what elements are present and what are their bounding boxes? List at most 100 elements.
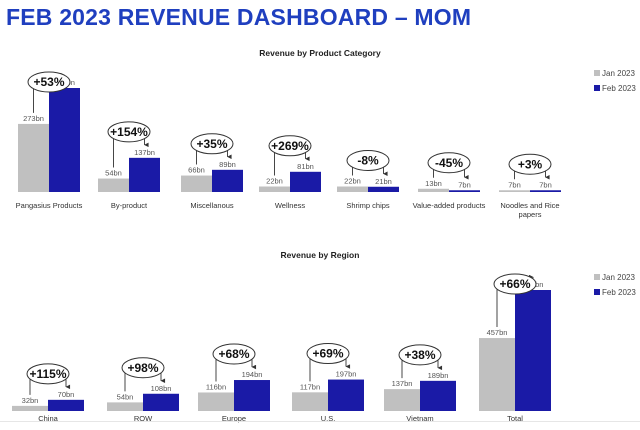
growth-label-1-5: +66%	[499, 277, 530, 291]
page-title: FEB 2023 REVENUE DASHBOARD – MOM	[6, 4, 472, 30]
category-label-0-2: Miscellanous	[190, 201, 234, 210]
legend-label-1-0: Jan 2023	[602, 273, 635, 282]
category-label-0-5: Value-added products	[413, 201, 486, 210]
growth-bubble-0-4	[346, 150, 390, 172]
bar-feb-0-2	[212, 169, 243, 192]
growth-label-0-3: +269%	[271, 139, 309, 153]
bar-jan-0-0	[18, 123, 49, 192]
growth-bubble-1-2	[212, 343, 256, 365]
data-label-feb-1-0: 70bn	[58, 390, 75, 399]
data-label-feb-1-2: 194bn	[242, 370, 263, 379]
bar-jan-0-5	[418, 188, 449, 192]
bar-jan-1-1	[107, 402, 143, 411]
bar-feb-1-4	[420, 380, 456, 411]
growth-label-1-3: +69%	[312, 347, 343, 361]
category-label-0-0: Pangasius Products	[16, 201, 83, 210]
bar-feb-0-6	[530, 190, 561, 192]
growth-bubble-0-6	[508, 153, 552, 175]
legend-label-1-1: Feb 2023	[602, 288, 636, 297]
growth-label-0-1: +154%	[110, 125, 148, 139]
growth-bubble-1-0	[26, 363, 70, 385]
category-label-0-4: Shrimp chips	[346, 201, 390, 210]
category-label-0-6: Noodles and Rice papers	[500, 201, 559, 219]
category-label-1-4: Vietnam	[406, 414, 433, 423]
bar-jan-1-4	[384, 389, 420, 411]
category-label-0-1: By-product	[111, 201, 148, 210]
bar-feb-0-3	[290, 171, 321, 192]
data-label-jan-0-4: 22bn	[344, 177, 361, 186]
data-label-jan-1-0: 32bn	[22, 396, 39, 405]
data-label-jan-0-5: 13bn	[425, 179, 442, 188]
data-label-jan-0-0: 273bn	[23, 114, 44, 123]
growth-label-1-1: +98%	[127, 361, 158, 375]
growth-bubble-0-2	[190, 133, 234, 155]
data-label-feb-0-1: 137bn	[134, 148, 155, 157]
data-label-feb-0-4: 21bn	[375, 177, 392, 186]
data-label-feb-1-4: 189bn	[428, 371, 449, 380]
chart-title-0: Revenue by Product Category	[259, 48, 381, 58]
bar-feb-1-2	[234, 380, 270, 411]
data-label-jan-1-5: 457bn	[487, 328, 508, 337]
bottom-divider	[0, 421, 640, 422]
growth-label-0-6: +3%	[518, 157, 543, 171]
bar-feb-0-5	[449, 190, 480, 192]
data-label-jan-0-2: 66bn	[188, 166, 205, 175]
bar-feb-1-1	[143, 393, 179, 411]
growth-bubble-1-5	[493, 273, 537, 295]
legend-swatch-1-0	[594, 274, 600, 280]
legend-swatch-0-1	[594, 85, 600, 91]
legend-label-0-0: Jan 2023	[602, 69, 635, 78]
growth-label-1-2: +68%	[218, 347, 249, 361]
data-label-jan-1-3: 117bn	[300, 382, 320, 391]
legend-swatch-1-1	[594, 289, 600, 295]
data-label-feb-0-6: 7bn	[539, 180, 552, 189]
bar-feb-0-1	[129, 157, 160, 192]
growth-bubble-0-5	[427, 152, 471, 174]
data-label-feb-1-3: 197bn	[336, 370, 357, 379]
growth-label-0-5: -45%	[435, 156, 463, 170]
chart-title-1: Revenue by Region	[281, 250, 360, 260]
data-label-feb-0-3: 81bn	[297, 162, 314, 171]
bar-jan-1-0	[12, 405, 48, 411]
growth-bubble-1-4	[398, 344, 442, 366]
category-label-1-5: Total	[507, 414, 523, 423]
data-label-jan-0-6: 7bn	[508, 180, 521, 189]
bar-jan-1-2	[198, 392, 234, 411]
bar-jan-0-6	[499, 190, 530, 192]
category-label-1-2: Europe	[222, 414, 246, 423]
bar-jan-1-5	[479, 338, 515, 411]
growth-label-0-4: -8%	[357, 154, 379, 168]
data-label-feb-1-1: 108bn	[151, 384, 172, 393]
bar-feb-0-0	[49, 88, 80, 192]
legend-swatch-0-0	[594, 70, 600, 76]
data-label-jan-0-1: 54bn	[105, 169, 122, 178]
data-label-jan-1-2: 116bn	[206, 382, 226, 391]
bar-feb-0-4	[368, 186, 399, 192]
category-label-0-3: Wellness	[275, 201, 306, 210]
category-label-1-0: China	[38, 414, 58, 423]
bar-feb-1-3	[328, 379, 364, 411]
growth-bubble-1-1	[121, 357, 165, 379]
growth-bubble-0-0	[27, 71, 71, 93]
data-label-jan-1-1: 54bn	[117, 392, 134, 401]
data-label-jan-1-4: 137bn	[392, 379, 413, 388]
growth-label-0-2: +35%	[196, 137, 227, 151]
data-label-feb-0-5: 7bn	[458, 180, 471, 189]
bar-jan-0-4	[337, 186, 368, 192]
bar-feb-1-5	[515, 290, 551, 411]
data-label-jan-0-3: 22bn	[266, 177, 283, 186]
growth-label-1-0: +115%	[29, 367, 66, 381]
growth-bubble-1-3	[306, 343, 350, 365]
growth-bubble-0-3	[268, 135, 312, 157]
bar-jan-0-1	[98, 178, 129, 192]
bar-feb-1-0	[48, 399, 84, 411]
legend-label-0-1: Feb 2023	[602, 84, 636, 93]
bar-jan-0-2	[181, 175, 212, 192]
growth-bubble-0-1	[107, 121, 151, 143]
growth-label-1-4: +38%	[404, 348, 435, 362]
bar-jan-1-3	[292, 392, 328, 411]
data-label-feb-0-2: 89bn	[219, 160, 236, 169]
growth-label-0-0: +53%	[33, 75, 64, 89]
bar-jan-0-3	[259, 186, 290, 192]
